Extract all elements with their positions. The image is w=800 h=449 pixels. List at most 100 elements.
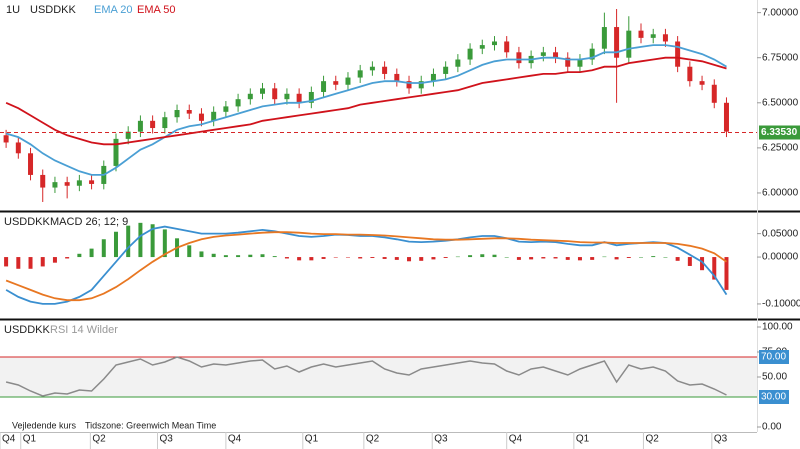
histogram-bar — [529, 257, 534, 260]
candle-body — [125, 131, 131, 139]
histogram-bar — [260, 254, 265, 258]
candle-body — [113, 138, 119, 166]
candle-body — [467, 48, 473, 60]
candle-body — [89, 180, 95, 184]
histogram-bar — [504, 257, 509, 258]
candle-body — [406, 81, 412, 89]
candle-body — [162, 117, 168, 129]
indicator-line — [5, 356, 727, 397]
x-tick-label: Q4 — [509, 434, 523, 445]
candle-body — [540, 52, 546, 56]
candle-body — [369, 66, 375, 71]
candle-body — [687, 66, 693, 82]
histogram-bar — [419, 257, 424, 261]
histogram-bar — [370, 257, 375, 258]
histogram-bar — [101, 239, 106, 258]
x-tick-label: Q3 — [714, 434, 728, 445]
last-price-box — [759, 125, 800, 140]
level-box — [759, 350, 789, 364]
candle-body — [3, 135, 9, 143]
x-tick-label: Q1 — [576, 434, 590, 445]
indicator-line — [5, 56, 727, 146]
indicator-line — [5, 231, 728, 302]
candle-body — [284, 93, 290, 100]
histogram-bar — [138, 222, 143, 258]
histogram-bar — [126, 225, 131, 258]
candle-body — [418, 81, 424, 89]
candle-body — [40, 174, 46, 188]
histogram-bar — [211, 253, 216, 258]
candle-body — [235, 99, 241, 107]
histogram-bar — [272, 256, 277, 258]
candle-body — [76, 180, 82, 186]
histogram-bar — [16, 257, 21, 269]
histogram-bar — [28, 257, 33, 269]
histogram-bar — [150, 224, 155, 258]
candle-body — [247, 93, 253, 100]
symbol: USDDKK — [4, 216, 51, 228]
histogram-bar — [407, 257, 412, 262]
histogram-bar — [65, 257, 70, 259]
candle-body — [504, 41, 510, 53]
candle-body — [150, 120, 156, 129]
indicator-name: RSI 14 Wilder — [50, 324, 118, 336]
candle-body — [357, 70, 363, 78]
candle-body — [333, 81, 339, 85]
histogram-bar — [394, 257, 399, 260]
histogram-bar — [89, 248, 94, 258]
candle-body — [308, 91, 314, 103]
histogram-bar — [614, 257, 619, 260]
candle-body — [491, 41, 497, 46]
histogram-bar — [162, 229, 167, 258]
x-tick-label: Q1 — [305, 434, 319, 445]
histogram-bar — [4, 257, 9, 267]
candle-body — [638, 30, 644, 38]
candle-body — [223, 106, 229, 112]
histogram-bar — [52, 257, 57, 263]
histogram-bar — [577, 257, 582, 261]
histogram-bar — [541, 257, 546, 259]
histogram-bar — [236, 255, 241, 258]
histogram-bar — [516, 257, 521, 260]
y-tick-label: -0.10000 — [762, 299, 800, 310]
timeframe: 1U — [6, 4, 20, 16]
candle-body — [699, 81, 705, 85]
histogram-bar — [455, 256, 460, 258]
histogram-bar — [248, 254, 253, 258]
histogram-bar — [345, 257, 350, 258]
candle-body — [553, 52, 559, 58]
candle-body — [296, 93, 302, 103]
candle-body — [272, 88, 278, 100]
y-tick-label: 6.50000 — [762, 97, 799, 108]
symbol: USDDKK — [4, 324, 51, 336]
x-tick-label: Q3 — [160, 434, 174, 445]
legend-entry: EMA 50 — [137, 4, 176, 16]
histogram-bar — [651, 256, 656, 258]
level-box — [759, 390, 789, 404]
footer-timezone: Tidszone: Greenwich Mean Time — [85, 420, 216, 430]
y-tick-label: 50.00 — [762, 372, 787, 383]
histogram-bar — [565, 257, 570, 260]
rsi-band — [0, 357, 757, 397]
candle-body — [186, 110, 192, 114]
y-tick-label: 100.00 — [762, 322, 793, 333]
candle-body — [614, 27, 620, 58]
candle-body — [455, 59, 461, 67]
candle-body — [589, 48, 595, 60]
x-tick-label: Q2 — [366, 434, 380, 445]
histogram-bar — [590, 257, 595, 260]
histogram-bar — [431, 257, 436, 260]
candle-body — [15, 142, 21, 154]
candle-body — [260, 88, 266, 94]
x-tick-label: Q4 — [228, 434, 242, 445]
histogram-bar — [626, 257, 631, 258]
histogram-bar — [199, 251, 204, 258]
histogram-bar — [480, 254, 485, 258]
histogram-bar — [443, 257, 448, 258]
histogram-bar — [639, 257, 644, 258]
y-tick-label: 0.00000 — [762, 252, 799, 263]
histogram-bar — [492, 254, 497, 258]
symbol: USDDKK — [30, 4, 77, 16]
candle-body — [430, 73, 436, 82]
histogram-bar — [700, 257, 705, 271]
